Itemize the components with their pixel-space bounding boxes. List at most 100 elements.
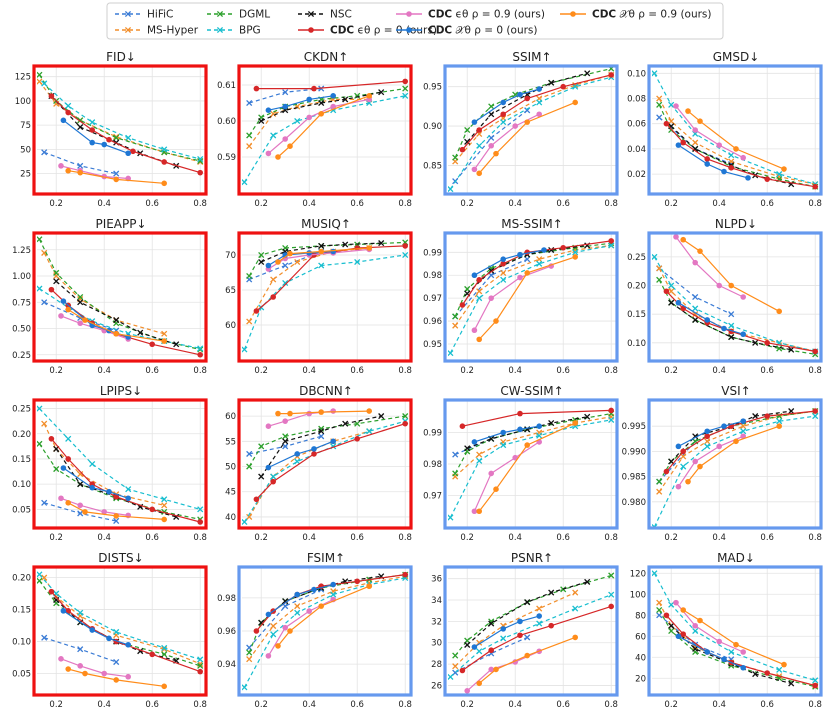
data-point-cdc_eps0 [197,668,203,675]
series-line-cdc_x0 [678,144,749,179]
data-point-cdc_x0 [704,161,710,167]
data-point-cdc_x0 [517,618,523,625]
data-point-cdc_x0 [311,586,317,593]
subplot-title: SSIM↑ [512,50,551,64]
data-point-cdc_x09 [524,270,530,276]
data-point-cdc_eps0 [663,288,670,295]
series-line-bpg [38,408,201,510]
data-point-cdc_x09 [366,583,373,590]
series-line-hific [248,589,322,648]
y-tick-label: 0.99 [423,429,442,439]
series-line-cdc_eps0 [461,74,612,151]
data-point-cdc_eps09 [692,259,698,266]
data-point-cdc_eps0 [704,433,710,440]
data-point-nsc [752,339,759,346]
data-point-cdc_eps0 [608,603,614,610]
data-point-cdc_eps0 [253,308,260,314]
data-point-dgml [318,425,325,432]
data-point-dgml [656,276,663,283]
legend-box [106,2,724,40]
data-point-cdc_x09 [65,500,71,506]
data-point-bpg [448,350,454,357]
series-line-cdc_x09 [67,309,165,342]
subplot-title: CKDN↑ [304,50,349,64]
subplot-5: PIEAPP↓ 0.2 0.4 0.6 0.8 0.25 0.50 0.75 1.00 1.25 [12,217,208,376]
data-point-cdc_eps0 [680,139,686,146]
data-point-cdc_eps0 [728,165,734,171]
subplot-title: PSNR↑ [511,551,553,565]
legend-entry-cdc_x09: CDC 𝒳θ ρ = 0.9 (ours) [560,9,712,21]
data-point-hific [41,634,48,641]
series-line-nsc [260,91,382,122]
subplot-7: MS-SSIM↑ 0.2 0.4 0.6 0.8 0.95 0.96 0.97 0.98 0.99 [423,217,619,376]
data-point-cdc_eps0 [608,72,614,78]
subplot-1: FID↓ 0.2 0.4 0.6 0.8 25 50 75 100 125 [15,50,208,209]
series-group [652,70,819,190]
data-point-cdc_eps09 [512,123,518,129]
y-tick-label: 65 [225,286,236,296]
data-point-bpg [242,346,248,353]
data-point-cdc_x0 [541,247,547,253]
data-point-hific [77,162,84,169]
data-point-nsc [318,428,325,435]
data-point-cdc_eps0 [488,647,495,654]
x-tick-label: 0.8 [398,533,412,543]
x-tick-label: 0.8 [808,700,822,710]
series-line-dgml [38,580,201,667]
data-point-nsc [692,316,699,323]
data-point-cdc_eps0 [663,120,670,127]
data-point-bpg [476,648,483,655]
series-line-bpg [243,420,406,523]
legend: HiFiC MS-Hyper DGML BPG NSC CDC ϵθ ρ = 0 (our… [106,2,724,40]
data-point-cdc_eps0 [197,351,203,358]
data-point-bpg [740,428,747,435]
subplot-title: MUSIQ↑ [301,217,351,231]
data-point-mshyper [476,451,483,458]
data-point-hific [246,99,253,107]
data-point-cdc_x09 [572,254,578,260]
data-point-cdc_eps09 [716,282,722,289]
data-point-cdc_eps09 [488,295,495,301]
data-point-nsc [113,317,120,324]
data-point-mshyper [452,663,459,670]
data-point-cdc_x09 [524,119,530,125]
data-point-dgml [53,269,60,276]
x-tick-label: 0.4 [97,366,111,376]
legend-label-cdc_eps0: CDC ϵθ ρ = 0 (ours) [330,25,437,37]
x-tick-label: 0.2 [460,700,474,710]
series-line-cdc_x0 [678,635,744,669]
y-tick-label: 1.00 [12,272,31,282]
series-line-cdc_x09 [277,585,370,647]
data-point-cdc_eps09 [101,509,107,515]
series-line-cdc_eps0 [461,240,612,306]
data-point-cdc_x0 [536,423,542,430]
data-point-cdc_eps09 [58,656,64,662]
series-line-cdc_x0 [474,615,540,648]
series-line-cdc_x09 [682,609,785,666]
series-line-cdc_x09 [478,101,576,174]
series-line-cdc_eps0 [255,423,406,500]
data-point-mshyper [656,488,663,495]
data-point-nsc [282,598,289,605]
data-point-cdc_x09 [728,282,734,289]
data-point-cdc_eps09 [740,294,746,300]
data-point-bpg [294,609,301,616]
data-point-cdc_x09 [287,410,293,417]
data-point-cdc_eps09 [282,418,289,424]
data-point-cdc_x09 [697,248,703,254]
series-line-cdc_x0 [63,300,129,338]
data-point-bpg [270,132,277,139]
data-point-bpg [652,523,658,527]
y-tick-label: 0.20 [627,282,646,292]
data-point-cdc_x0 [721,325,727,332]
data-point-bpg [37,405,43,412]
data-point-cdc_x09 [476,680,483,687]
series-line-cdc_eps0 [50,95,201,174]
data-point-bpg [318,262,325,269]
x-tick-label: 0.6 [350,533,364,543]
data-point-cdc_eps0 [608,407,614,414]
data-point-cdc_eps09 [464,687,471,694]
data-point-cdc_x0 [745,175,751,181]
x-tick-label: 0.6 [556,199,570,209]
x-tick-label: 0.8 [398,199,412,209]
